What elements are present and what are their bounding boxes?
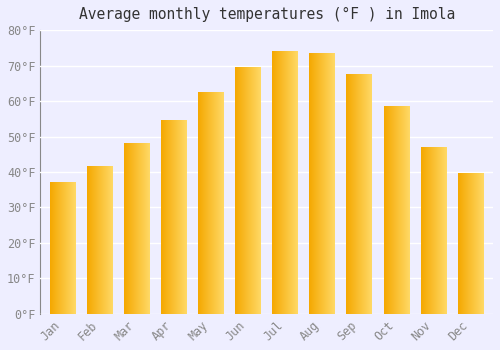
Title: Average monthly temperatures (°F ) in Imola: Average monthly temperatures (°F ) in Im…	[78, 7, 455, 22]
